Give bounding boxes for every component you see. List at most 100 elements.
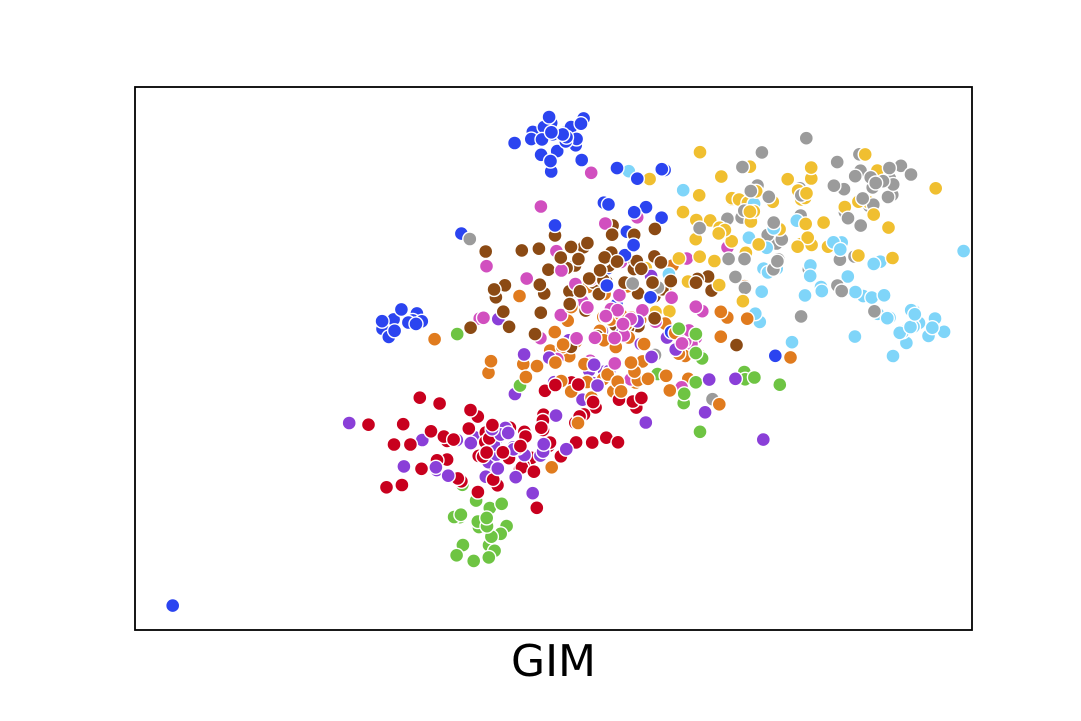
scatter-point-cluster-5: [609, 253, 625, 270]
scatter-point-cluster-0: [600, 196, 617, 213]
scatter-point-cluster-9: [754, 284, 770, 300]
scatter-point-cluster-0: [599, 277, 615, 294]
scatter-point-cluster-4: [529, 358, 545, 374]
scatter-point-cluster-3: [525, 485, 541, 501]
scatter-point-cluster-3: [701, 371, 717, 388]
scatter-point-cluster-7: [868, 175, 884, 191]
scatter-point-cluster-8: [671, 250, 687, 267]
scatter-point-cluster-7: [727, 269, 744, 285]
scatter-point-cluster-3: [558, 441, 574, 457]
scatter-point-cluster-3: [490, 460, 506, 477]
scatter-point-cluster-9: [924, 320, 940, 336]
scatter-point-cluster-1: [494, 496, 510, 512]
scatter-point-cluster-0: [629, 170, 645, 187]
scatter-point-cluster-3: [589, 377, 606, 394]
scatter-point-cluster-1: [692, 424, 708, 440]
scatter-point-cluster-0: [653, 209, 670, 226]
scatter-point-cluster-2: [360, 417, 377, 433]
scatter-point-cluster-0: [574, 152, 590, 168]
scatter-point-cluster-3: [508, 469, 524, 485]
scatter-point-cluster-8: [742, 203, 758, 220]
scatter-point-cluster-9: [784, 334, 800, 350]
scatter-point-cluster-2: [386, 436, 402, 453]
scatter-point-cluster-4: [636, 336, 652, 352]
scatter-point-cluster-2: [529, 500, 545, 516]
scatter-point-cluster-6: [583, 165, 599, 181]
scatter-point-cluster-3: [428, 459, 444, 475]
scatter-point-cluster-5: [604, 226, 620, 243]
scatter-point-cluster-3: [341, 415, 357, 431]
scatter-point-cluster-2: [533, 420, 549, 436]
scatter-point-cluster-4: [570, 415, 586, 431]
scatter-point-cluster-5: [540, 262, 557, 278]
scatter-point-cluster-2: [461, 420, 477, 437]
scatter-point-cluster-2: [395, 416, 411, 432]
scatter-point-cluster-6: [579, 299, 596, 316]
scatter-point-cluster-4: [711, 396, 727, 412]
scatter-point-cluster-8: [706, 253, 723, 269]
scatter-point-cluster-5: [495, 304, 511, 320]
scatter-point-cluster-2: [512, 438, 529, 454]
scatter-point-cluster-8: [798, 185, 815, 202]
scatter-point-cluster-8: [692, 144, 708, 160]
scatter-point-cluster-5: [688, 275, 704, 291]
scatter-point-cluster-1: [453, 507, 469, 523]
scatter-point-cluster-3: [516, 346, 532, 363]
scatter-point-cluster-7: [766, 214, 782, 231]
scatter-point-cluster-5: [486, 281, 502, 298]
scatter-point-cluster-5: [531, 240, 547, 257]
scatter-point-cluster-6: [519, 270, 535, 287]
scatter-point-cluster-9: [866, 256, 882, 272]
scatter-point-cluster-3: [548, 407, 564, 424]
scatter-point-cluster-2: [412, 390, 428, 406]
scatter-point-cluster-2: [378, 479, 395, 495]
scatter-point-cluster-8: [857, 146, 873, 163]
scatter-point-cluster-9: [885, 348, 901, 364]
scatter-point-cluster-7: [793, 308, 809, 325]
scatter-point-cluster-4: [782, 349, 799, 366]
scatter-point-cluster-6: [533, 198, 549, 215]
scatter-point-cluster-8: [800, 229, 816, 246]
scatter-point-cluster-0: [506, 135, 523, 151]
scatter-point-cluster-9: [840, 268, 856, 285]
scatter-point-cluster-0: [393, 301, 410, 318]
scatter-point-cluster-0: [164, 597, 181, 614]
scatter-point-cluster-6: [553, 307, 569, 323]
scatter-point-cluster-8: [692, 249, 708, 265]
scatter-point-cluster-1: [481, 549, 497, 566]
scatter-point-cluster-9: [847, 328, 863, 345]
scatter-point-cluster-7: [691, 220, 708, 236]
scatter-point-cluster-5: [663, 273, 679, 289]
scatter-point-cluster-0: [767, 348, 783, 364]
scatter-point-cluster-5: [647, 221, 663, 237]
scatter-point-cluster-7: [625, 275, 641, 292]
scatter-point-cluster-7: [826, 177, 842, 194]
scatter-point-cluster-0: [654, 161, 670, 177]
scatter-point-cluster-5: [633, 261, 649, 277]
scatter-point-cluster-7: [720, 251, 737, 267]
scatter-point-cluster-3: [643, 349, 660, 365]
scatter-point-cluster-9: [907, 306, 923, 322]
scatter-point-cluster-5: [462, 320, 479, 336]
scatter-point-cluster-6: [607, 355, 623, 372]
scatter-point-cluster-9: [864, 289, 880, 306]
scatter-point-cluster-6: [615, 316, 631, 332]
scatter-point-cluster-9: [876, 287, 892, 303]
scatter-point-cluster-7: [866, 303, 883, 319]
scatter-point-cluster-8: [711, 225, 727, 242]
scatter-point-cluster-9: [814, 283, 830, 299]
scatter-point-cluster-5: [527, 326, 543, 342]
scatter-point-cluster-6: [606, 330, 623, 346]
scatter-point-cluster-1: [772, 377, 788, 393]
scatter-point-cluster-0: [626, 204, 642, 220]
scatter-point-cluster-4: [713, 329, 729, 345]
scatter-point-cluster-8: [751, 236, 767, 253]
scatter-point-cluster-8: [798, 216, 814, 232]
scatter-point-cluster-5: [653, 254, 669, 271]
scatter-point-cluster-1: [449, 326, 465, 342]
scatter-point-cluster-7: [880, 189, 896, 205]
scatter-point-cluster-2: [584, 434, 600, 451]
scatter-point-cluster-8: [884, 250, 901, 266]
scatter-point-cluster-7: [736, 251, 753, 267]
scatter-point-cluster-8: [735, 293, 751, 309]
